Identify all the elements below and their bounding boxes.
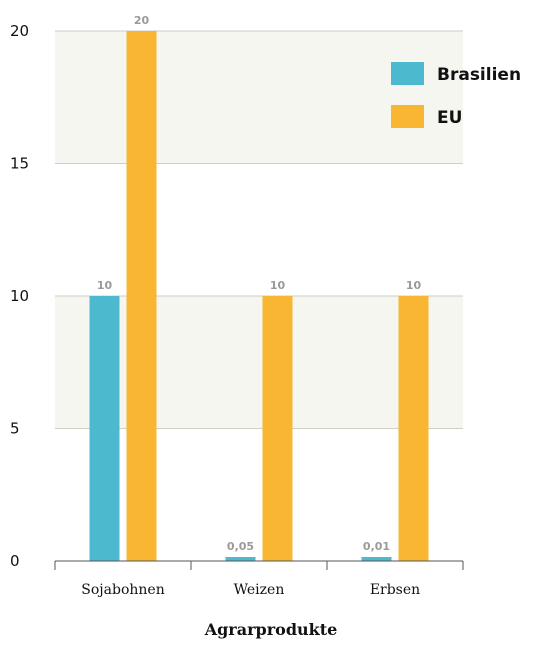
x-tick-label: Weizen bbox=[234, 582, 285, 598]
data-label: 10 bbox=[406, 279, 422, 292]
y-tick-label: 15 bbox=[10, 155, 29, 173]
bar-eu bbox=[126, 31, 157, 561]
background-bands bbox=[55, 31, 463, 429]
bar-brasilien bbox=[361, 557, 392, 561]
legend: Brasilien EU bbox=[391, 62, 521, 128]
background-band bbox=[55, 31, 463, 164]
x-tick-label: Sojabohnen bbox=[81, 582, 164, 598]
x-axis: Sojabohnen Weizen Erbsen bbox=[54, 560, 464, 598]
y-axis-ticks: 0 5 10 15 20 bbox=[10, 22, 29, 570]
y-tick-label: 10 bbox=[10, 287, 29, 305]
bars: 10 20 0,05 10 0,01 10 bbox=[89, 14, 429, 561]
gridlines bbox=[55, 30, 463, 429]
legend-swatch bbox=[391, 62, 424, 85]
y-tick-label: 0 bbox=[10, 552, 20, 570]
data-label: 10 bbox=[97, 279, 113, 292]
bar-eu bbox=[398, 296, 429, 561]
y-tick-label: 5 bbox=[10, 420, 20, 438]
background-band bbox=[55, 296, 463, 429]
bar-brasilien bbox=[89, 296, 120, 561]
x-tick-label: Erbsen bbox=[370, 582, 420, 598]
data-label: 0,01 bbox=[363, 540, 390, 553]
legend-label: EU bbox=[437, 108, 462, 128]
bar-brasilien bbox=[225, 557, 256, 561]
x-axis-title: Agrarprodukte bbox=[204, 620, 338, 639]
data-label: 10 bbox=[270, 279, 286, 292]
y-tick-label: 20 bbox=[10, 22, 29, 40]
data-label: 0,05 bbox=[227, 540, 254, 553]
legend-label: Brasilien bbox=[437, 65, 521, 85]
bar-eu bbox=[262, 296, 293, 561]
legend-swatch bbox=[391, 105, 424, 128]
data-label: 20 bbox=[134, 14, 150, 27]
